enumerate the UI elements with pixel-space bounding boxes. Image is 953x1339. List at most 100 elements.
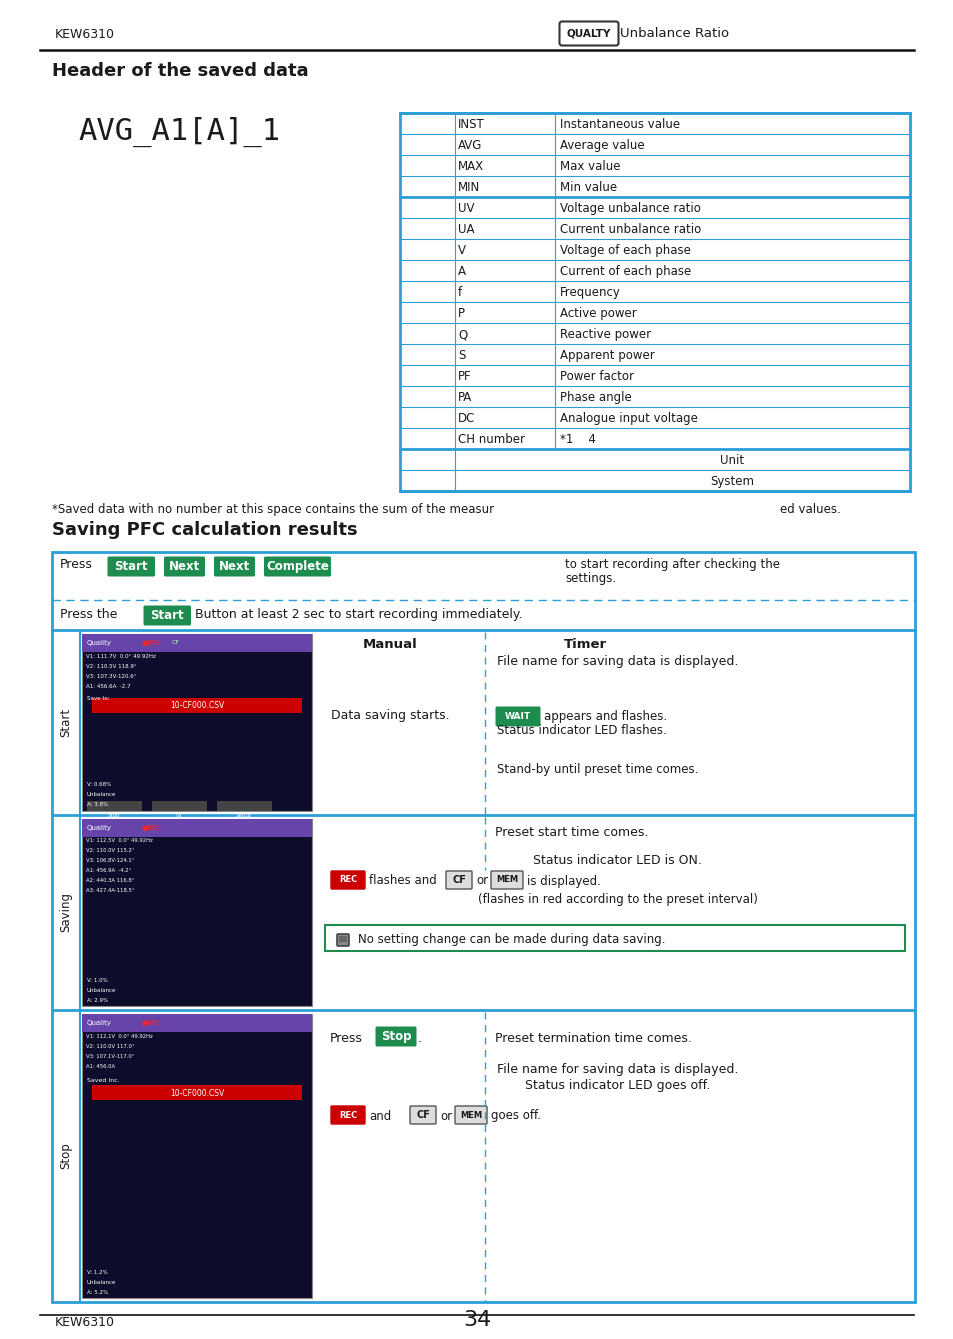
Text: REC: REC [338, 1110, 356, 1119]
Text: Unbalance: Unbalance [87, 1280, 116, 1284]
Text: to start recording after checking the: to start recording after checking the [564, 558, 780, 570]
Text: Frequency: Frequency [559, 287, 620, 299]
Text: ●REC: ●REC [142, 640, 162, 645]
FancyBboxPatch shape [164, 557, 205, 577]
Text: and: and [369, 1110, 391, 1122]
Text: Active power: Active power [559, 307, 636, 320]
Text: V3: 106.8V-124.1°: V3: 106.8V-124.1° [86, 858, 134, 864]
Text: V: 1.0%: V: 1.0% [87, 977, 108, 983]
Text: KEW6310: KEW6310 [55, 1316, 115, 1330]
Text: Saving PFC calculation results: Saving PFC calculation results [52, 521, 357, 540]
Text: PA: PA [457, 391, 472, 404]
Text: A1: 456.6A  -2.7: A1: 456.6A -2.7 [86, 683, 131, 688]
Text: Phase angle: Phase angle [559, 391, 631, 404]
Text: settings.: settings. [564, 572, 616, 585]
Text: AVG: AVG [457, 139, 482, 153]
Bar [82, 1014, 312, 1032]
Text: A: 3.8%: A: 3.8% [87, 802, 108, 807]
FancyBboxPatch shape [375, 1027, 416, 1047]
Text: Setup: Setup [235, 814, 252, 818]
Text: Preset start time comes.: Preset start time comes. [495, 826, 648, 840]
FancyBboxPatch shape [446, 870, 472, 889]
Text: ●REC: ●REC [142, 1020, 162, 1026]
Text: Status indicator LED is ON.: Status indicator LED is ON. [533, 853, 701, 866]
Text: Status indicator LED flashes.: Status indicator LED flashes. [497, 723, 666, 736]
Text: CF: CF [452, 874, 465, 885]
Bar [82, 633, 312, 811]
Bar [87, 801, 142, 811]
Text: or: or [476, 874, 488, 888]
Text: Unbalance Ratio: Unbalance Ratio [619, 27, 728, 40]
Text: Press the: Press the [60, 608, 117, 621]
FancyBboxPatch shape [491, 870, 522, 889]
Text: System: System [710, 475, 754, 487]
Text: P: P [457, 307, 464, 320]
Text: Quality: Quality [87, 825, 112, 832]
Text: Timer: Timer [563, 637, 606, 651]
Text: V3: 107.3V-120.6°: V3: 107.3V-120.6° [86, 674, 136, 679]
FancyBboxPatch shape [108, 557, 154, 577]
Text: *Saved data with no number at this space contains the sum of the measur: *Saved data with no number at this space… [52, 503, 494, 516]
Text: A3: 427.4A-118.5°: A3: 427.4A-118.5° [86, 889, 134, 893]
Text: A2: 440.3A 116.8°: A2: 440.3A 116.8° [86, 878, 134, 884]
Text: Stop: Stop [59, 1142, 72, 1169]
Text: PF: PF [457, 370, 471, 383]
Text: Saved Inc.: Saved Inc. [87, 1078, 120, 1082]
Text: 10-CF000.CSV: 10-CF000.CSV [170, 1089, 224, 1098]
Text: No setting change can be made during data saving.: No setting change can be made during dat… [357, 932, 665, 945]
Text: V2: 110.0V 115.2°: V2: 110.0V 115.2° [86, 849, 134, 853]
FancyBboxPatch shape [213, 557, 254, 577]
Text: A1: 456.0A: A1: 456.0A [86, 1063, 115, 1069]
Text: is displayed.: is displayed. [526, 874, 600, 888]
Text: Stand-by until preset time comes.: Stand-by until preset time comes. [497, 763, 698, 777]
Text: Stop: Stop [108, 814, 120, 818]
Text: appears and flashes.: appears and flashes. [543, 710, 666, 723]
Text: REC: REC [338, 876, 356, 885]
Text: Header of the saved data: Header of the saved data [52, 62, 309, 80]
Text: WAIT: WAIT [504, 712, 531, 720]
Text: Voltage of each phase: Voltage of each phase [559, 244, 690, 257]
Text: Manual: Manual [362, 637, 416, 651]
Text: Voltage unbalance ratio: Voltage unbalance ratio [559, 202, 700, 216]
FancyBboxPatch shape [264, 557, 331, 577]
Text: Min value: Min value [559, 181, 617, 194]
Text: Unbalance: Unbalance [87, 987, 116, 992]
Bar [152, 801, 207, 811]
Text: QUALTY: QUALTY [566, 28, 611, 39]
Text: Max value: Max value [559, 159, 619, 173]
Bar [216, 801, 272, 811]
Text: Start: Start [114, 560, 148, 573]
Text: CF: CF [416, 1110, 430, 1119]
Text: Current unbalance ratio: Current unbalance ratio [559, 224, 700, 236]
Text: .: . [417, 1031, 421, 1044]
Text: Analogue input voltage: Analogue input voltage [559, 412, 698, 424]
Bar [91, 698, 302, 712]
Text: flashes and: flashes and [369, 874, 436, 888]
Text: V1: 112.1V  0.0° 49.92Hz: V1: 112.1V 0.0° 49.92Hz [86, 1034, 152, 1039]
Text: A: A [457, 265, 465, 279]
Bar [82, 1014, 312, 1297]
Text: V: 0.68%: V: 0.68% [87, 782, 112, 787]
Text: f: f [457, 287, 461, 299]
Text: Average value: Average value [559, 139, 644, 153]
Text: or: or [439, 1110, 452, 1122]
Text: CF: CF [172, 640, 180, 645]
Bar [325, 925, 904, 951]
Bar [52, 552, 914, 1302]
Text: AVG_A1[A]_1: AVG_A1[A]_1 [78, 116, 280, 147]
Bar [91, 1085, 302, 1101]
FancyBboxPatch shape [558, 21, 618, 46]
Text: KEW6310: KEW6310 [55, 28, 115, 42]
Text: goes off.: goes off. [491, 1110, 540, 1122]
Text: MAX: MAX [457, 159, 483, 173]
Text: Quality: Quality [87, 1020, 112, 1026]
Text: A: 5.2%: A: 5.2% [87, 1289, 108, 1295]
Text: Save to:: Save to: [87, 696, 110, 702]
Bar [82, 819, 312, 837]
Text: INST: INST [457, 118, 484, 131]
Text: V2: 110.0V 117.0°: V2: 110.0V 117.0° [86, 1043, 134, 1048]
Text: 10-CF000.CSV: 10-CF000.CSV [170, 702, 224, 711]
Text: ed values.: ed values. [780, 503, 840, 516]
Text: Next: Next [169, 560, 200, 573]
Text: V1: 111.7V  0.0° 49.92Hz: V1: 111.7V 0.0° 49.92Hz [86, 653, 155, 659]
